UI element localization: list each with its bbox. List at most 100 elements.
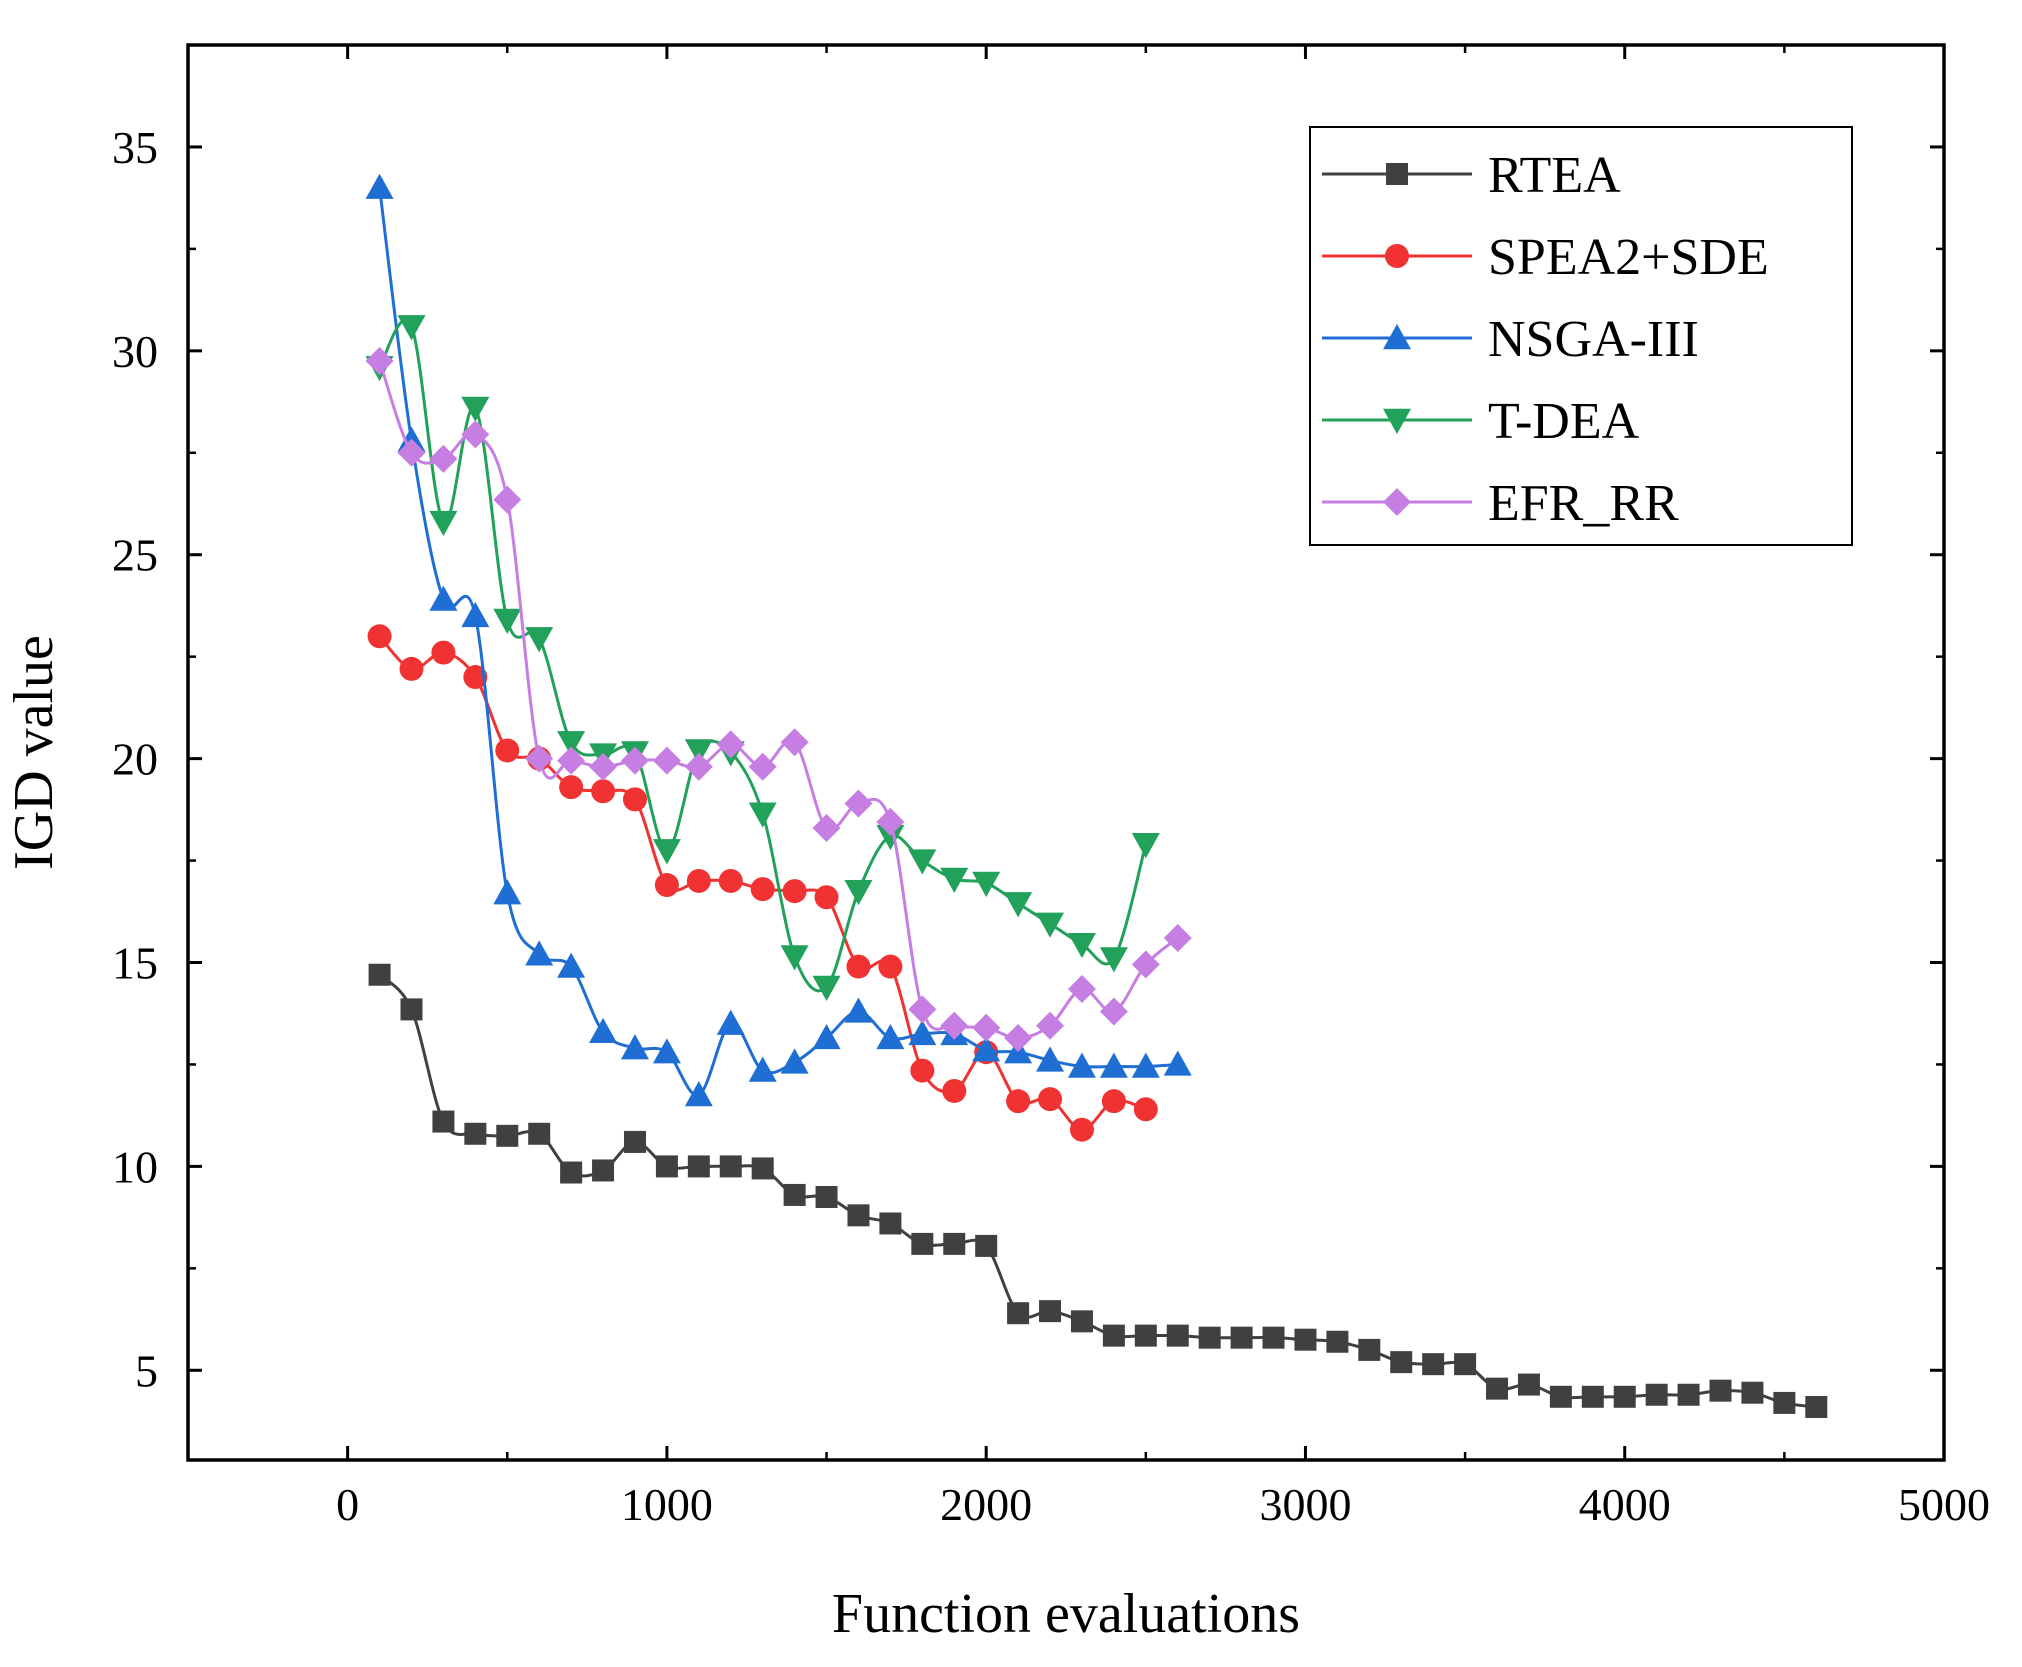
data-point bbox=[589, 752, 618, 781]
data-point bbox=[622, 787, 647, 812]
data-point bbox=[397, 315, 426, 341]
data-point bbox=[1326, 1330, 1349, 1353]
data-point bbox=[1099, 947, 1128, 973]
data-point bbox=[780, 945, 809, 971]
data-point bbox=[748, 802, 777, 828]
data-point bbox=[1102, 1324, 1125, 1347]
x-axis-title: Function evaluations bbox=[832, 1583, 1300, 1645]
data-point bbox=[780, 728, 809, 757]
x-tick-label: 2000 bbox=[940, 1479, 1032, 1530]
data-point bbox=[684, 739, 713, 765]
data-point bbox=[975, 1234, 998, 1257]
data-point bbox=[684, 752, 713, 781]
legend: RTEA SPEA2+SDE NSGA-III T-DEA EFR_RR bbox=[1309, 126, 1853, 546]
data-point bbox=[620, 1034, 649, 1060]
legend-marker bbox=[1386, 163, 1408, 185]
data-point bbox=[847, 1204, 870, 1227]
data-point bbox=[1036, 912, 1065, 938]
data-point bbox=[942, 1078, 967, 1103]
data-point bbox=[495, 738, 520, 763]
series-nsga-iii bbox=[365, 173, 1192, 1107]
data-point bbox=[812, 975, 841, 1001]
data-point bbox=[429, 585, 458, 611]
data-point bbox=[365, 173, 394, 199]
y-axis-title: IGD value bbox=[3, 635, 65, 870]
data-point bbox=[911, 1232, 934, 1255]
data-point bbox=[780, 1048, 809, 1074]
data-point bbox=[367, 624, 392, 649]
y-tick-label: 5 bbox=[135, 1345, 158, 1396]
data-point bbox=[528, 1122, 551, 1145]
data-point bbox=[1741, 1381, 1764, 1404]
data-point bbox=[940, 1011, 969, 1040]
data-point bbox=[1294, 1328, 1317, 1351]
data-point bbox=[1036, 1011, 1065, 1040]
data-point bbox=[1677, 1383, 1700, 1406]
data-point bbox=[908, 1019, 937, 1046]
data-point bbox=[748, 752, 777, 781]
data-point bbox=[687, 1155, 710, 1178]
data-point bbox=[1613, 1385, 1636, 1408]
data-point bbox=[365, 347, 394, 376]
y-tick-label: 15 bbox=[112, 938, 158, 989]
data-point bbox=[1101, 1089, 1126, 1114]
legend-marker bbox=[1383, 324, 1411, 350]
data-point bbox=[1070, 1310, 1093, 1333]
data-point bbox=[972, 1036, 1001, 1062]
x-tick-label: 5000 bbox=[1898, 1479, 1990, 1530]
series-rtea bbox=[368, 963, 1828, 1418]
legend-item: RTEA bbox=[1322, 147, 1621, 204]
data-point bbox=[1134, 1324, 1157, 1347]
data-point bbox=[400, 998, 423, 1021]
legend-label: SPEA2+SDE bbox=[1488, 229, 1769, 286]
data-point bbox=[1007, 1302, 1030, 1325]
data-point bbox=[1805, 1395, 1828, 1418]
data-point bbox=[1486, 1377, 1509, 1400]
legend-item: T-DEA bbox=[1322, 393, 1640, 450]
series-spea2-sde bbox=[367, 624, 1158, 1142]
data-point bbox=[1163, 1050, 1192, 1076]
data-point bbox=[783, 1183, 806, 1206]
data-point bbox=[751, 1157, 774, 1180]
data-point bbox=[908, 995, 937, 1024]
data-point bbox=[589, 1017, 618, 1044]
data-point bbox=[1004, 892, 1033, 918]
data-point bbox=[846, 954, 871, 979]
data-point bbox=[716, 730, 745, 759]
legend-item: SPEA2+SDE bbox=[1322, 229, 1769, 286]
data-point bbox=[1358, 1338, 1381, 1361]
data-point bbox=[1709, 1379, 1732, 1402]
data-point bbox=[878, 954, 903, 979]
data-point bbox=[1039, 1300, 1062, 1323]
data-point bbox=[972, 1013, 1001, 1042]
data-point bbox=[623, 1130, 646, 1153]
data-point bbox=[560, 1161, 583, 1184]
series-efr-rr bbox=[365, 347, 1192, 1052]
data-point bbox=[943, 1232, 966, 1255]
data-point bbox=[1006, 1089, 1031, 1114]
data-point bbox=[1131, 833, 1160, 859]
data-point bbox=[812, 1023, 841, 1050]
data-point bbox=[750, 877, 775, 902]
data-point bbox=[1645, 1383, 1668, 1406]
data-point bbox=[910, 1058, 935, 1083]
data-point bbox=[1036, 1046, 1065, 1072]
data-point bbox=[397, 438, 426, 467]
data-point bbox=[1166, 1324, 1189, 1347]
legend-item: NSGA-III bbox=[1322, 311, 1699, 368]
data-point bbox=[1230, 1326, 1253, 1349]
data-point bbox=[719, 1155, 742, 1178]
data-point bbox=[525, 940, 554, 966]
data-point bbox=[1131, 1052, 1160, 1078]
data-point bbox=[654, 873, 679, 898]
legend-item: EFR_RR bbox=[1322, 475, 1679, 532]
data-point bbox=[368, 963, 391, 986]
data-point bbox=[686, 868, 711, 893]
data-point bbox=[844, 997, 873, 1023]
data-point bbox=[461, 601, 490, 628]
data-point bbox=[908, 849, 937, 875]
y-tick-label: 20 bbox=[112, 734, 158, 785]
data-point bbox=[1067, 1052, 1096, 1078]
data-point bbox=[876, 824, 905, 851]
